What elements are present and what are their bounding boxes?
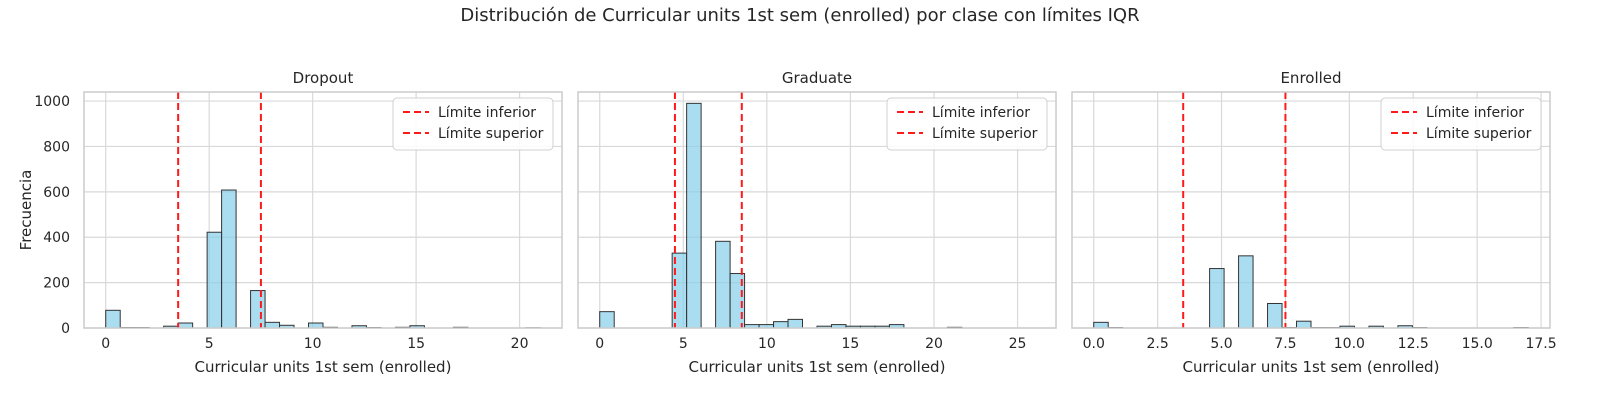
panel-title: Graduate	[782, 69, 852, 87]
histogram-bar	[1209, 268, 1225, 329]
x-axis-label: Curricular units 1st sem (enrolled)	[689, 358, 946, 376]
histogram-bar	[1238, 255, 1254, 329]
legend: Límite inferior Límite superior	[886, 97, 1048, 151]
histogram-bar	[206, 231, 223, 329]
histogram-bar	[1093, 321, 1109, 329]
histogram-bar	[787, 318, 804, 329]
y-tick-label: 0	[61, 321, 70, 337]
x-tick-label: 15.0	[1462, 336, 1493, 352]
x-axis-label: Curricular units 1st sem (enrolled)	[1183, 358, 1440, 376]
x-tick-label: 17.5	[1525, 336, 1556, 352]
legend-label: Límite superior	[438, 126, 544, 142]
x-tick-label: 7.5	[1274, 336, 1296, 352]
x-tick-label: 5	[679, 336, 688, 352]
legend-label: Límite inferior	[1426, 105, 1524, 121]
x-tick-label: 0.0	[1083, 336, 1105, 352]
axes-frame	[577, 91, 1057, 329]
x-tick-label: 12.5	[1398, 336, 1429, 352]
histogram-bar	[715, 240, 731, 329]
y-tick-label: 400	[43, 230, 70, 246]
axes-frame	[83, 91, 563, 329]
legend-box	[392, 97, 554, 151]
x-tick-label: 2.5	[1146, 336, 1168, 352]
legend: Límite inferior Límite superior	[1380, 97, 1542, 151]
legend: Límite inferior Límite superior	[392, 97, 554, 151]
legend-label: Límite inferior	[932, 105, 1030, 121]
axes-frame	[1071, 91, 1551, 329]
histogram-bar	[686, 102, 702, 329]
histogram-bar	[1296, 320, 1312, 329]
x-tick-label: 5	[205, 336, 214, 352]
histogram-bar	[599, 311, 615, 329]
histogram-bar	[250, 290, 266, 329]
x-tick-label: 15	[842, 336, 860, 352]
histogram-bar	[1267, 302, 1283, 329]
panel-dropout: 0 5 10 15 2002004006008001000DropoutCurricul…	[17, 69, 563, 376]
y-tick-label: 1000	[34, 94, 70, 110]
x-tick-label: 25	[1009, 336, 1027, 352]
histogram-bar	[773, 321, 789, 329]
histogram-bar	[105, 309, 121, 329]
x-axis-label: Curricular units 1st sem (enrolled)	[195, 358, 452, 376]
y-tick-label: 600	[43, 185, 70, 201]
x-tick-label: 0	[595, 336, 604, 352]
panel-title: Enrolled	[1280, 69, 1341, 87]
panel-title: Dropout	[293, 69, 354, 87]
figure-title: Distribución de Curricular units 1st sem…	[460, 5, 1140, 26]
histogram-bar	[221, 189, 237, 329]
legend-label: Límite inferior	[438, 105, 536, 121]
x-tick-label: 10.0	[1334, 336, 1365, 352]
x-tick-label: 10	[304, 336, 322, 352]
x-tick-label: 15	[407, 336, 425, 352]
legend-label: Límite superior	[1426, 126, 1532, 142]
panel-enrolled: 0.0 2.5 5.0 7.5 10.0 12.5 15.0 17.5 Enrolled Curr…	[1071, 69, 1557, 376]
panel-graduate: 0 5 10 15 20 25 Graduate Curricular units 1st s…	[577, 69, 1057, 376]
x-tick-label: 0	[101, 336, 110, 352]
y-tick-label: 200	[43, 276, 70, 292]
x-tick-label: 10	[758, 336, 776, 352]
x-tick-label: 20	[511, 336, 529, 352]
y-axis-label: Frecuencia	[17, 170, 35, 251]
x-tick-label: 20	[925, 336, 943, 352]
y-tick-label: 800	[43, 139, 70, 155]
legend-box	[886, 97, 1048, 151]
x-tick-label: 5.0	[1210, 336, 1232, 352]
histogram-bar	[264, 321, 281, 329]
legend-box	[1380, 97, 1542, 151]
legend-label: Límite superior	[932, 126, 1038, 142]
